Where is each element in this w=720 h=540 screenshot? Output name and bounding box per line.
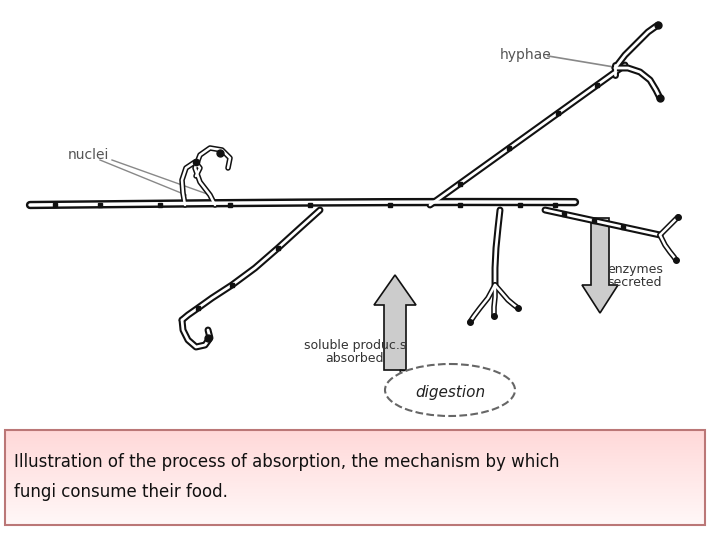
Bar — [5, 430, 705, 525]
Text: digestion: digestion — [415, 386, 485, 401]
FancyArrow shape — [582, 218, 618, 313]
FancyArrow shape — [374, 275, 416, 370]
Text: Illustration of the process of absorption, the mechanism by which: Illustration of the process of absorptio… — [14, 453, 559, 471]
Text: absorbed: absorbed — [325, 352, 384, 365]
Text: nuclei: nuclei — [68, 148, 109, 162]
FancyArrow shape — [400, 370, 423, 394]
Text: fungi consume their food.: fungi consume their food. — [14, 483, 228, 501]
Text: secreted: secreted — [608, 276, 662, 289]
Text: hyphae: hyphae — [500, 48, 552, 62]
Text: enzymes: enzymes — [607, 264, 663, 276]
Ellipse shape — [385, 364, 515, 416]
Text: soluble produc.s: soluble produc.s — [304, 339, 406, 352]
